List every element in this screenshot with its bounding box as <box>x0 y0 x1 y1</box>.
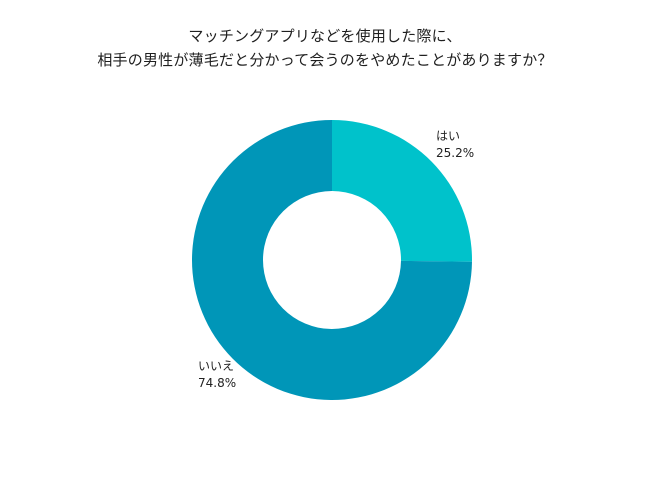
slice-value-yes: 25.2% <box>436 146 474 160</box>
slice-no <box>191 120 472 400</box>
slice-value-no: 74.8% <box>198 376 236 390</box>
chart-title: マッチングアプリなどを使用した際に、 相手の男性が薄毛だと分かって会うのをやめた… <box>0 24 650 72</box>
donut-slices <box>191 120 472 400</box>
slice-label-yes: はい <box>436 129 460 143</box>
slice-labels: はい 25.2% いいえ 74.8% <box>198 129 474 390</box>
chart-title-line-2: 相手の男性が薄毛だと分かって会うのをやめたことがありますか？ <box>97 51 553 69</box>
chart-title-line-1: マッチングアプリなどを使用した際に、 <box>188 27 462 45</box>
slice-label-no: いいえ <box>198 359 234 373</box>
slice-yes <box>332 120 472 262</box>
